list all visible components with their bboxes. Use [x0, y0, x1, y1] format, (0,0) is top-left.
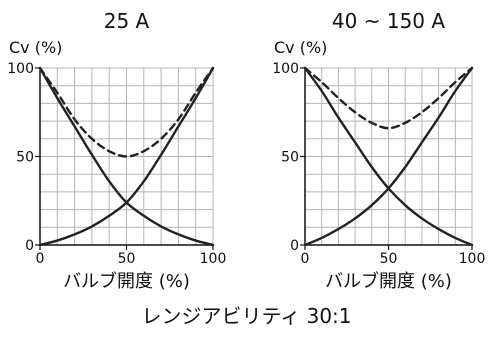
y-tick-label: 100: [272, 61, 299, 77]
chart-title: 40 ~ 150 A: [332, 9, 445, 33]
x-axis-label: バルブ開度 (%): [325, 270, 452, 292]
series-line-dashed: [38, 66, 215, 158]
chart-2: 40 ~ 150 A Cv (%) 0 50 100 0 50 100 バルブ開度 (%): [272, 9, 485, 292]
y-tick-label: 100: [7, 61, 34, 77]
x-tick-label: 100: [200, 251, 227, 267]
y-axis-label: Cv (%): [274, 38, 327, 57]
series-line-2: [303, 66, 474, 247]
x-tick-label: 50: [380, 251, 398, 267]
x-tick-label: 0: [301, 251, 310, 267]
y-tick-label: 50: [281, 150, 299, 166]
x-tick-label: 100: [459, 251, 486, 267]
chart-title: 25 A: [104, 9, 150, 33]
x-tick-label: 0: [36, 251, 45, 267]
series-line-2: [38, 66, 215, 247]
y-tick-label: 50: [16, 150, 34, 166]
chart-1: 25 A Cv (%) 0 50 100 0 50 100 バルブ開度 (%): [7, 9, 226, 292]
x-axis-label: バルブ開度 (%): [63, 270, 190, 292]
y-tick-label: 0: [25, 238, 34, 254]
x-tick-label: 50: [118, 251, 136, 267]
y-axis-label: Cv (%): [9, 38, 62, 57]
rangeability-caption: レンジアビリティ 30:1: [141, 304, 352, 328]
y-tick-label: 0: [290, 238, 299, 254]
series-line-dashed: [303, 66, 474, 130]
